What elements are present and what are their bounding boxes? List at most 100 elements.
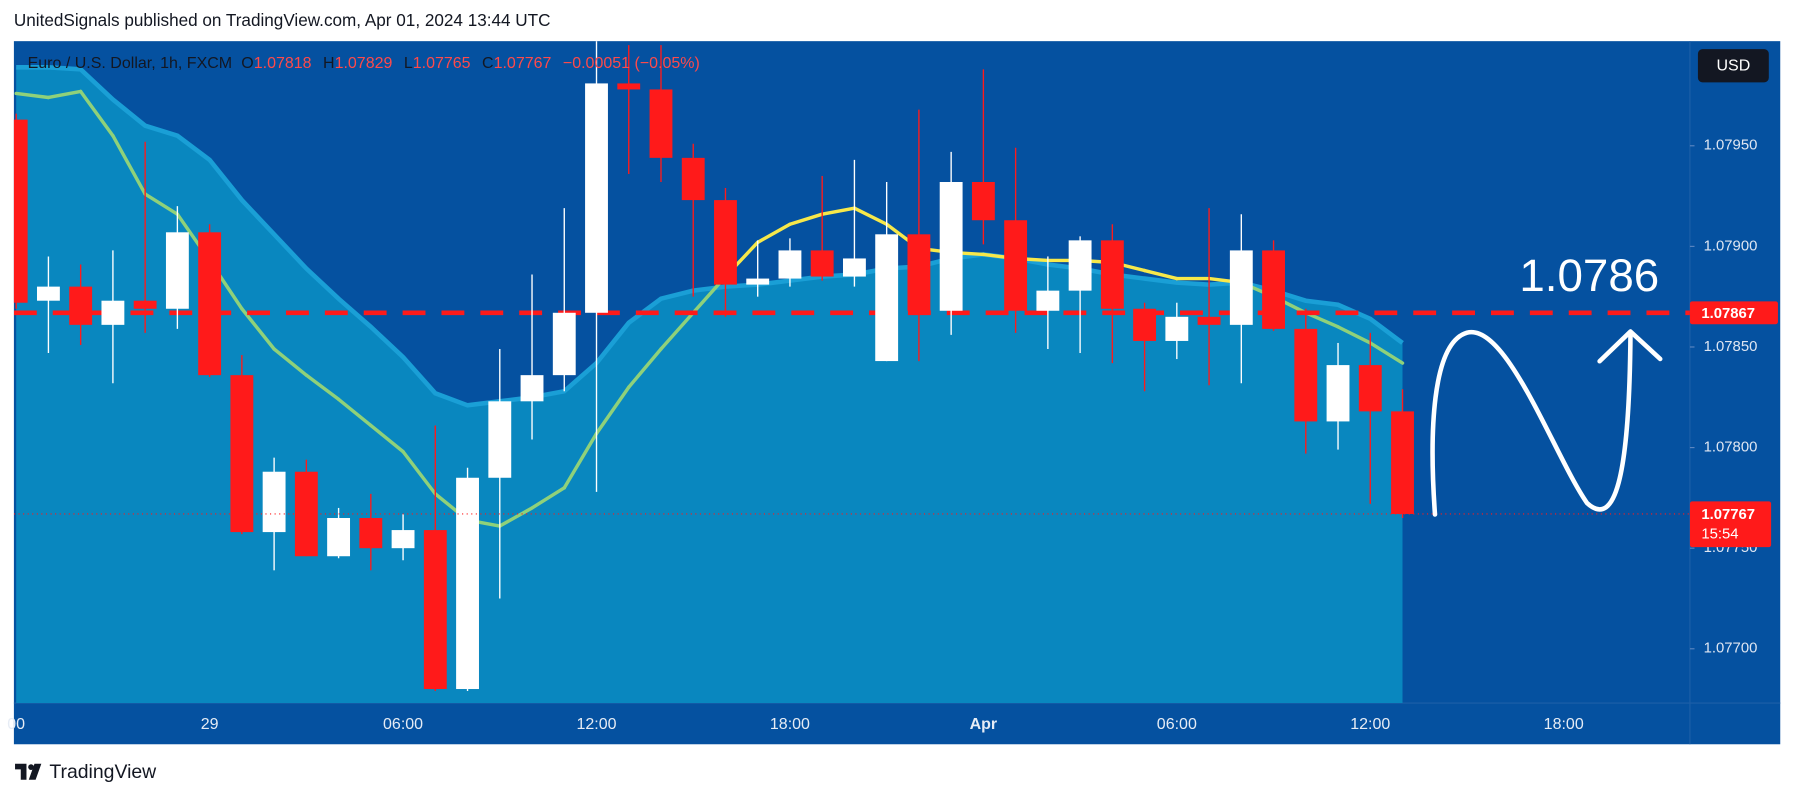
candle-body xyxy=(391,530,415,549)
legend-symbol: Euro / U.S. Dollar, 1h, FXCM xyxy=(28,55,233,72)
logo-mark xyxy=(15,763,42,780)
candle-body xyxy=(1229,250,1253,325)
ma-segment xyxy=(1142,268,1179,281)
ma-segment xyxy=(1304,311,1340,329)
band-edge xyxy=(16,65,1404,408)
candle-body xyxy=(133,300,157,309)
countdown: 15:54 xyxy=(1701,526,1738,542)
candle-body xyxy=(1262,250,1285,329)
candle-body xyxy=(359,518,383,549)
candle-body xyxy=(101,300,125,325)
ma-segment xyxy=(304,373,341,402)
ma-segment xyxy=(820,206,857,216)
plot-area xyxy=(13,41,1690,704)
ma-segment xyxy=(627,347,663,389)
ma-segment xyxy=(272,347,309,377)
ma-segment xyxy=(530,486,566,510)
candle-body xyxy=(746,278,770,285)
ma-segment xyxy=(143,192,180,216)
candle-body xyxy=(1391,411,1414,514)
legend-c: C xyxy=(482,55,494,72)
currency-button[interactable] xyxy=(1697,49,1769,83)
candle-body xyxy=(1326,365,1350,422)
y-tick-label: 1.07900 xyxy=(1704,238,1758,254)
candle-body xyxy=(1004,220,1028,311)
ma-segment xyxy=(369,423,405,454)
candle-body xyxy=(907,234,931,311)
candle-body xyxy=(327,518,351,557)
level-tag-label: 1.07867 xyxy=(1701,306,1755,322)
candle-body xyxy=(1068,240,1092,291)
brand-logo xyxy=(15,763,42,780)
ma-segment xyxy=(498,506,534,528)
ma-segment xyxy=(240,307,276,351)
candle-body xyxy=(69,286,93,325)
candle-body xyxy=(488,401,512,478)
y-tick-label: 1.07700 xyxy=(1704,641,1758,657)
candle-body xyxy=(13,119,28,303)
candle-body xyxy=(165,232,189,309)
y-tick-label: 1.07950 xyxy=(1704,138,1758,154)
ma-segment xyxy=(14,91,51,100)
legend-o: O xyxy=(241,55,253,72)
candle-body xyxy=(262,471,286,533)
y-tick-label: 1.07800 xyxy=(1704,440,1758,456)
x-tick-label: 18:00 xyxy=(1544,716,1584,733)
ma-segment xyxy=(46,89,83,100)
x-tick-label: 00 xyxy=(7,716,25,733)
legend-low: 1.07765 xyxy=(413,55,471,72)
candle-body xyxy=(714,200,737,285)
candle-body xyxy=(649,89,673,158)
legend-change: −0.00051 (−0.05%) xyxy=(563,55,700,72)
ma-segment xyxy=(562,431,599,490)
candle-body xyxy=(198,232,222,376)
ma-segment xyxy=(1368,341,1405,365)
x-tick-label: 12:00 xyxy=(576,716,616,733)
ma-segment xyxy=(401,449,438,496)
legend: Euro / U.S. Dollar, 1h, FXCM O1.07818 H1.0… xyxy=(28,55,700,72)
ma-segment xyxy=(659,311,695,351)
candle-body xyxy=(1165,316,1189,341)
ma-segment xyxy=(594,385,631,436)
ma-segment xyxy=(852,206,889,226)
overlay: 1.077001.077501.078001.078501.079001.079… xyxy=(7,138,1778,733)
candle-body xyxy=(423,530,447,690)
currency-label[interactable]: USD xyxy=(1716,58,1750,75)
x-tick-label: 06:00 xyxy=(383,716,423,733)
candle-body xyxy=(585,83,608,313)
ma-segment xyxy=(1336,325,1372,345)
y-tick-label: 1.07850 xyxy=(1704,339,1758,355)
attribution: UnitedSignals published on TradingView.c… xyxy=(14,10,551,30)
candle-body xyxy=(810,250,834,277)
x-tick-label: Apr xyxy=(970,716,998,733)
legend-h: H xyxy=(323,55,335,72)
x-tick-label: 18:00 xyxy=(770,716,810,733)
ma-segment xyxy=(78,89,115,138)
candle-body xyxy=(939,181,963,311)
x-tick-label: 06:00 xyxy=(1157,716,1197,733)
legend-high: 1.07829 xyxy=(335,55,393,72)
candle-body xyxy=(456,477,479,690)
ma-segment xyxy=(788,212,824,226)
legend-open: 1.07818 xyxy=(254,55,312,72)
legend-l: L xyxy=(404,55,413,72)
logo-dot xyxy=(28,764,34,770)
candle-body xyxy=(617,83,641,90)
annotation: 1.0786 xyxy=(1519,250,1659,301)
candle-body xyxy=(971,181,995,221)
candle-body xyxy=(1133,308,1157,341)
annotation-arrowhead xyxy=(1597,329,1663,364)
x-tick-label: 12:00 xyxy=(1350,716,1390,733)
candle-body xyxy=(778,250,802,279)
legend-close: 1.07767 xyxy=(494,55,552,72)
candle-body xyxy=(1358,365,1382,412)
candle-body xyxy=(681,157,705,201)
ma-segment xyxy=(336,397,373,428)
ma-segment xyxy=(755,222,792,245)
brand-name: TradingView xyxy=(49,761,157,783)
last-price-label: 1.07767 xyxy=(1701,507,1755,523)
candle-body xyxy=(1197,316,1221,325)
candle-body xyxy=(875,234,899,362)
